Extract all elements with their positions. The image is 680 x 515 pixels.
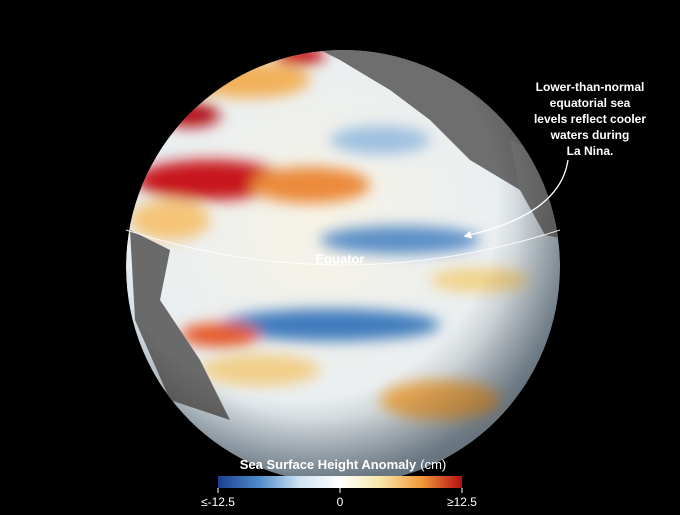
- colorbar-unit: (cm): [420, 457, 446, 472]
- annotation-line: La Nina.: [567, 144, 614, 158]
- colorbar-ticks: ≤-12.5 0 ≥12.5: [201, 488, 477, 509]
- equator-label: Equator: [315, 251, 364, 266]
- annotation: Lower-than-normal equatorial sea levels re…: [534, 80, 646, 158]
- annotation-line: levels reflect cooler: [534, 112, 646, 126]
- colorbar: [218, 476, 462, 488]
- annotation-line: Lower-than-normal: [536, 80, 645, 94]
- annotation-line: waters during: [550, 128, 630, 142]
- equator-line: [125, 229, 561, 266]
- colorbar-title-text: Sea Surface Height Anomaly: [240, 457, 417, 472]
- annotation-arrow: [463, 159, 569, 239]
- colorbar-tick-label: ≥12.5: [447, 495, 477, 509]
- annotation-line: equatorial sea: [550, 96, 631, 110]
- colorbar-tick-label: ≤-12.5: [201, 495, 235, 509]
- colorbar-title: Sea Surface Height Anomaly (cm): [240, 457, 447, 472]
- colorbar-tick-label: 0: [337, 495, 344, 509]
- globe: [126, 50, 560, 484]
